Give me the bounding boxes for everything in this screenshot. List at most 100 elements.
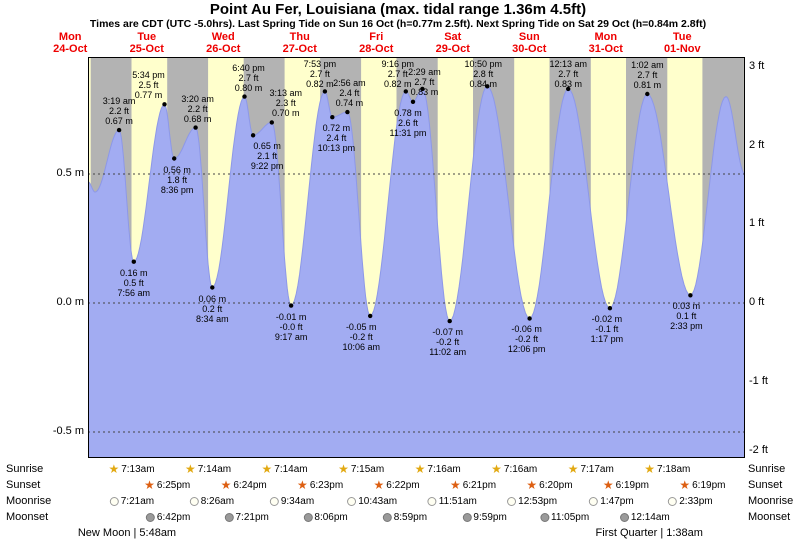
moonset-item: 8:59pm xyxy=(382,511,427,524)
day-date: 29-Oct xyxy=(435,43,470,55)
sunrise-time: 7:15am xyxy=(350,464,385,475)
sunset-icon: ★ xyxy=(526,478,538,492)
moonrise-icon xyxy=(668,497,678,506)
day-of-week: Tue xyxy=(137,31,157,43)
sunrise-item: ★ 7:16am xyxy=(415,463,461,476)
moonset-label-right: Moonset xyxy=(748,511,791,523)
tide-point-dot xyxy=(242,94,247,99)
subtitle: Times are CDT (UTC -5.0hrs). Last Spring… xyxy=(89,18,707,30)
moonset-icon xyxy=(382,513,392,522)
moonset-icon xyxy=(303,513,313,522)
moonrise-item: 9:34am xyxy=(269,495,315,508)
sunrise-icon: ★ xyxy=(567,462,579,476)
moonrise-time: 12:53pm xyxy=(518,496,558,507)
moonrise-item: 12:53pm xyxy=(507,495,557,508)
sunset-item: ★ 6:20pm xyxy=(526,479,572,492)
tide-point-dot xyxy=(193,125,198,130)
sunrise-item: ★ 7:14am xyxy=(185,463,231,476)
chart-border xyxy=(88,57,745,458)
sunset-icon: ★ xyxy=(602,478,614,492)
sunrise-item: ★ 7:15am xyxy=(338,463,384,476)
tide-point-dot xyxy=(345,109,350,115)
moonset-item: 8:06pm xyxy=(303,511,348,524)
moonset-time: 9:59pm xyxy=(473,512,507,523)
day-label: Fri 28-Oct xyxy=(359,31,393,55)
moonset-time: 12:14am xyxy=(630,512,670,523)
sunset-time: 6:21pm xyxy=(462,480,497,491)
y-axis-label-left: -0.5 m xyxy=(52,425,84,437)
sunset-time: 6:23pm xyxy=(309,480,344,491)
moonset-time: 8:06pm xyxy=(314,512,348,523)
moonrise-icon xyxy=(189,497,199,506)
moonset-item: 9:59pm xyxy=(462,511,507,524)
moonrise-icon xyxy=(109,497,119,506)
moonrise-time: 10:43am xyxy=(358,496,398,507)
moonrise-label-right: Moonrise xyxy=(748,495,794,507)
sunset-time: 6:25pm xyxy=(156,480,191,491)
moonrise-icon xyxy=(507,497,517,506)
sunset-time: 6:19pm xyxy=(692,480,726,491)
sunset-item: ★ 6:23pm xyxy=(297,479,343,492)
sunrise-icon: ★ xyxy=(644,462,656,476)
moonset-time: 7:21pm xyxy=(235,512,269,523)
sunrise-icon: ★ xyxy=(261,462,273,476)
day-of-week: Tue xyxy=(672,31,692,43)
sunrise-label-right: Sunrise xyxy=(748,463,786,475)
y-axis-label-right: -1 ft xyxy=(749,374,768,387)
tide-point-dot xyxy=(607,306,613,311)
y-axis-label-left: 0.5 m xyxy=(56,167,84,179)
tide-point-dot xyxy=(527,316,532,321)
moon-phase-new-moon: New Moon | 5:48am xyxy=(77,527,177,539)
day-of-week: Wed xyxy=(211,31,235,43)
sunset-label-left: Sunset xyxy=(6,479,41,491)
day-of-week: Sat xyxy=(444,31,462,43)
day-date: 24-Oct xyxy=(53,43,88,55)
sunrise-item: ★ 7:18am xyxy=(644,463,690,476)
sunrise-icon: ★ xyxy=(184,462,196,476)
moonset-icon xyxy=(145,513,155,522)
moonrise-time: 1:47pm xyxy=(600,496,634,507)
tide-point-dot xyxy=(269,120,274,125)
sunset-time: 6:22pm xyxy=(386,480,420,491)
day-label: Thu 27-Oct xyxy=(283,31,317,55)
moonrise-item: 1:47pm xyxy=(589,495,634,508)
day-date: 28-Oct xyxy=(359,43,394,55)
moonrise-item: 10:43am xyxy=(347,495,397,508)
page-title: Point Au Fer, Louisiana (max. tidal rang… xyxy=(209,1,587,18)
tide-point-dot xyxy=(403,89,408,94)
y-axis-label-right: 2 ft xyxy=(749,138,765,151)
moonset-time: 6:42pm xyxy=(156,512,191,523)
tide-point-dot xyxy=(410,99,416,104)
day-label: Sat 29-Oct xyxy=(436,31,470,55)
sunrise-item: ★ 7:16am xyxy=(491,463,537,476)
moonset-icon xyxy=(462,513,472,522)
day-label: Sun 30-Oct xyxy=(512,31,546,55)
sunset-time: 6:20pm xyxy=(539,480,573,491)
sunrise-item: ★ 7:13am xyxy=(108,463,154,476)
sunset-item: ★ 6:24pm xyxy=(221,479,267,492)
day-date: 25-Oct xyxy=(129,43,164,55)
tide-point-dot xyxy=(162,102,167,107)
moonrise-time: 9:34am xyxy=(280,496,315,507)
sunset-icon: ★ xyxy=(449,478,461,492)
sunrise-time: 7:16am xyxy=(503,464,538,475)
moonset-time: 11:05pm xyxy=(551,512,590,523)
sunrise-icon: ★ xyxy=(414,462,426,476)
moonset-icon xyxy=(619,513,629,522)
day-label: Tue 25-Oct xyxy=(130,31,164,55)
sunset-icon: ★ xyxy=(144,478,155,492)
moonset-item: 6:42pm xyxy=(145,511,191,524)
moonrise-icon xyxy=(347,497,357,506)
day-of-week: Mon xyxy=(594,31,618,43)
sunset-icon: ★ xyxy=(373,478,385,492)
moonset-item: 12:14am xyxy=(619,511,670,524)
tide-point-dot xyxy=(131,259,136,264)
moon-phase-first-quarter: First Quarter | 1:38am xyxy=(595,527,703,539)
sunset-item: ★ 6:19pm xyxy=(603,479,649,492)
sunrise-time: 7:18am xyxy=(657,464,691,475)
moonset-item: 7:21pm xyxy=(224,511,269,524)
y-axis-label-right: 1 ft xyxy=(749,217,765,230)
tide-point-dot xyxy=(420,86,425,92)
tide-chart xyxy=(88,57,745,458)
